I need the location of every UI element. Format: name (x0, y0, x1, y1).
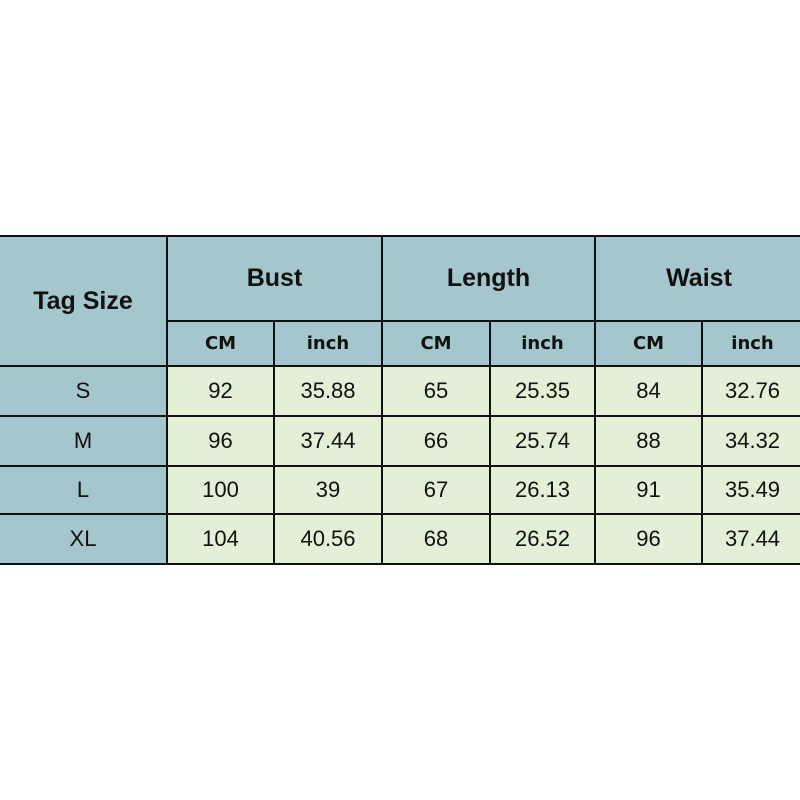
measurement-cell: 34.32 (701, 415, 800, 467)
measurement-cell: 40.56 (273, 513, 383, 565)
size-label: M (0, 415, 168, 467)
table-row: S 92 35.88 65 25.35 84 32.76 (0, 365, 800, 417)
length-header: Length (380, 235, 597, 322)
measurement-cell: 25.74 (488, 415, 597, 467)
measurement-cell: 65 (381, 365, 491, 417)
measurement-cell: 84 (594, 365, 704, 417)
measurement-cell: 35.88 (273, 365, 383, 417)
measurement-cell: 26.13 (488, 465, 597, 515)
unit-header: CM (166, 320, 275, 367)
measurement-cell: 32.76 (701, 365, 800, 417)
waist-header: Waist (594, 235, 800, 322)
measurement-cell: 96 (594, 513, 704, 565)
measurement-cell: 66 (381, 415, 491, 467)
measurement-cell: 67 (381, 465, 491, 515)
unit-header: inch (273, 320, 383, 367)
measurement-cell: 68 (381, 513, 491, 565)
unit-header: inch (701, 320, 800, 367)
measurement-cell: 35.49 (701, 465, 800, 515)
unit-header: CM (381, 320, 491, 367)
size-label: XL (0, 513, 168, 565)
measurement-cell: 92 (166, 365, 275, 417)
measurement-cell: 88 (594, 415, 704, 467)
measurement-cell: 39 (273, 465, 383, 515)
size-label: S (0, 365, 168, 417)
measurement-cell: 100 (166, 465, 275, 515)
measurement-cell: 104 (166, 513, 275, 565)
unit-header: CM (594, 320, 704, 367)
tag-size-header: Tag Size (0, 235, 168, 367)
measurement-cell: 37.44 (273, 415, 383, 467)
measurement-cell: 91 (594, 465, 704, 515)
table-row: M 96 37.44 66 25.74 88 34.32 (0, 415, 800, 467)
measurement-cell: 25.35 (488, 365, 597, 417)
measurement-cell: 37.44 (701, 513, 800, 565)
table-row: XL 104 40.56 68 26.52 96 37.44 (0, 513, 800, 565)
table-row: L 100 39 67 26.13 91 35.49 (0, 465, 800, 515)
measurement-cell: 96 (166, 415, 275, 467)
bust-header: Bust (166, 235, 383, 322)
size-chart-table: Tag Size Bust Length Waist CM inch CM in… (0, 235, 800, 565)
unit-header: inch (488, 320, 597, 367)
measurement-cell: 26.52 (488, 513, 597, 565)
size-label: L (0, 465, 168, 515)
